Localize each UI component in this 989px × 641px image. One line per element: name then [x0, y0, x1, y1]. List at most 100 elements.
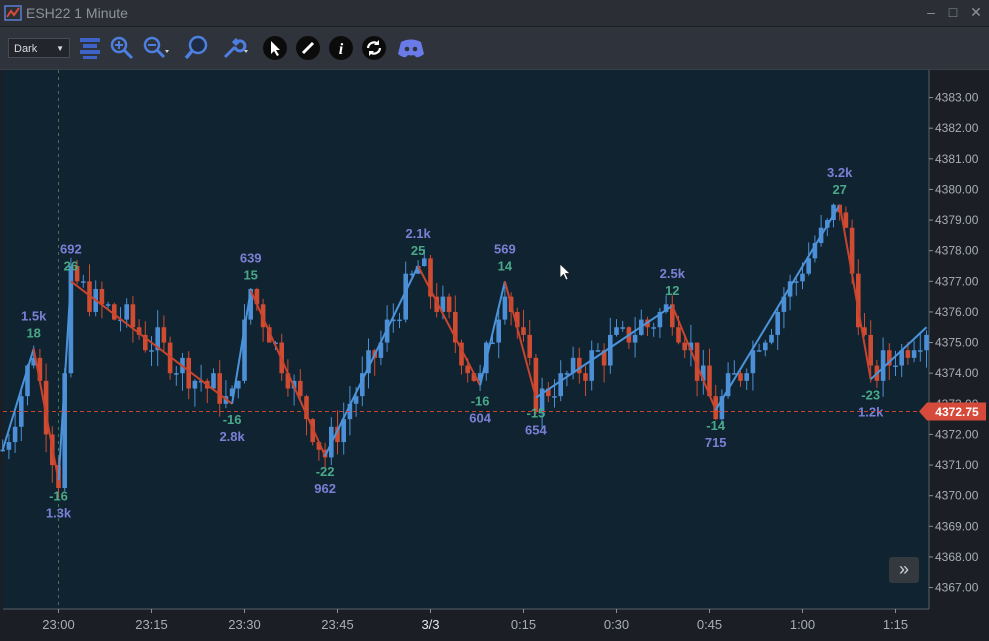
zoom-fit-icon[interactable]	[183, 34, 211, 62]
x-tick-label: 0:30	[604, 617, 629, 632]
swing-label-top: -23	[861, 387, 880, 402]
plot-area[interactable]	[3, 70, 929, 609]
scroll-to-end-button[interactable]: »	[889, 557, 919, 583]
candle-body	[725, 373, 731, 397]
candle-body	[267, 327, 272, 343]
swing-label-bottom: 18	[26, 326, 40, 341]
candle-body	[360, 373, 365, 397]
candle-body	[558, 373, 563, 397]
zigzag-segment	[70, 280, 233, 405]
swing-label-top: -14	[706, 418, 726, 433]
svg-text:i: i	[339, 41, 344, 58]
discord-icon[interactable]	[396, 34, 426, 62]
candle-body	[409, 273, 415, 276]
candle-body	[62, 373, 67, 489]
swing-label-bottom: 15	[243, 268, 257, 283]
y-tick-label: 4381.00	[935, 152, 979, 166]
title-bar: ESH22 1 Minute – □ ✕	[0, 0, 989, 26]
close-icon[interactable]: ✕	[970, 4, 982, 20]
candle-body	[415, 266, 421, 274]
zigzag-segment	[231, 290, 252, 404]
candle-body	[496, 319, 501, 343]
candle-body	[217, 373, 222, 404]
candle-body	[136, 327, 142, 335]
y-tick-label: 4370.00	[935, 489, 979, 503]
info-icon[interactable]: i	[327, 34, 355, 62]
zigzag-segment	[32, 348, 60, 481]
candle-body	[428, 258, 433, 297]
pointer-icon[interactable]	[261, 34, 289, 62]
zigzag-segment	[535, 304, 673, 399]
candle-body	[254, 288, 260, 305]
y-tick-label: 4375.00	[935, 336, 979, 350]
candle-body	[899, 350, 904, 366]
candle-body	[19, 396, 24, 427]
theme-select[interactable]: Dark ▼	[8, 38, 70, 58]
y-tick-label: 4379.00	[935, 213, 979, 227]
swing-label-top: -16	[223, 412, 242, 427]
candle-body	[577, 357, 582, 374]
candle-body	[174, 373, 179, 375]
candle-body	[453, 311, 458, 343]
swing-label-bottom: 14	[498, 258, 513, 273]
candle-body	[68, 266, 74, 374]
candle-body	[112, 304, 117, 320]
swing-label-top: 3.2k	[827, 165, 853, 180]
zigzag-segment	[249, 290, 327, 457]
maximize-icon[interactable]: □	[948, 4, 958, 20]
candle-body	[868, 334, 873, 366]
x-tick-label: 23:30	[228, 617, 261, 632]
chart-app-icon	[4, 5, 22, 21]
swing-label-bottom: 715	[705, 435, 727, 450]
candle-body	[701, 365, 706, 381]
candle-body	[446, 296, 452, 312]
candle-body	[663, 304, 669, 312]
candle-body	[601, 350, 607, 366]
y-tick-label: 4383.00	[935, 91, 979, 105]
swing-label-bottom: 12	[665, 283, 679, 298]
candle-body	[341, 419, 346, 443]
candle-body	[397, 319, 402, 322]
candle-body	[353, 396, 359, 404]
candle-body	[391, 319, 396, 322]
zigzag-segment	[1, 348, 35, 451]
candle-body	[130, 304, 136, 328]
candle-body	[682, 342, 687, 351]
price-chart[interactable]: 4383.00 4382.00 4381.00 4380.00 4379.00 4378.…	[0, 70, 989, 641]
candle-body	[490, 342, 495, 345]
window-title: ESH22 1 Minute	[26, 5, 128, 21]
candle-body	[527, 334, 532, 358]
candle-body	[887, 350, 892, 366]
swing-label-bottom: 26	[64, 258, 78, 273]
theme-select-value: Dark	[14, 43, 38, 55]
candle-body	[155, 327, 160, 351]
candle-body	[298, 380, 303, 397]
candle-body	[31, 357, 36, 366]
zigzag-segment	[870, 326, 928, 381]
swing-label-bottom: 1.3k	[46, 505, 72, 520]
candle-body	[366, 350, 371, 374]
candle-body	[893, 365, 898, 368]
wrench-icon[interactable]	[220, 34, 248, 62]
zoom-out-icon[interactable]	[141, 34, 169, 62]
candle-body	[856, 273, 861, 328]
zigzag-segment	[503, 281, 537, 398]
candle-body	[422, 258, 427, 266]
candle-body	[186, 357, 191, 389]
zoom-in-icon[interactable]	[108, 34, 136, 62]
pencil-icon[interactable]	[294, 34, 322, 62]
minimize-icon[interactable]: –	[927, 4, 935, 20]
swing-label-top: -16	[471, 393, 490, 408]
swing-label-bottom: 25	[411, 243, 425, 258]
candle-body	[880, 350, 886, 381]
candle-body	[521, 327, 526, 335]
candle-body	[744, 373, 749, 381]
candle-body	[25, 365, 30, 397]
candle-body	[657, 311, 663, 328]
y-tick-label: 4376.00	[935, 305, 979, 319]
stack-icon[interactable]	[76, 34, 104, 62]
refresh-icon[interactable]	[360, 34, 388, 62]
swing-label-top: -15	[527, 406, 546, 421]
swing-label-top: 569	[494, 241, 516, 256]
candle-body	[831, 204, 836, 221]
